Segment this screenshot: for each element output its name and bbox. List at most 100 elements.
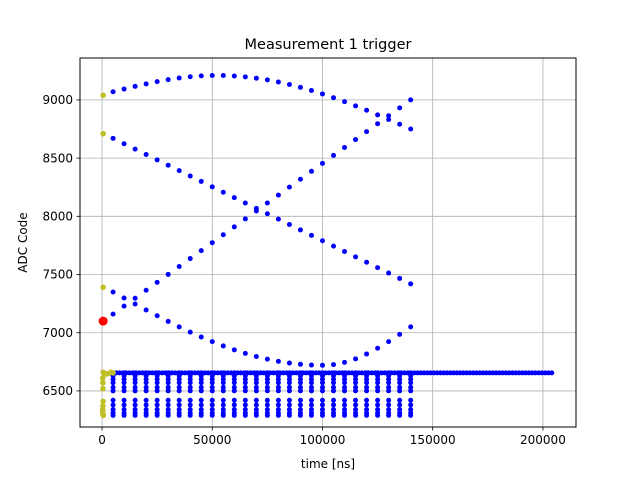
data-point [353,407,359,413]
data-point [297,397,303,403]
data-point [253,205,259,211]
data-point [209,402,215,408]
data-point [176,168,182,174]
data-point [319,402,325,408]
data-point [297,402,303,408]
data-point [253,407,259,413]
y-tick-label: 9000 [42,93,73,107]
x-tick-label: 100000 [300,433,346,447]
data-point [132,384,138,390]
data-point [121,380,127,386]
data-point [209,412,215,418]
data-point [220,384,226,390]
x-axis-label: time [ns] [301,457,355,471]
data-point [110,402,116,408]
data-point [364,259,370,265]
data-point [187,74,193,80]
data-point [209,240,215,246]
data-point [408,388,414,394]
data-point [187,373,193,379]
data-point [121,303,127,309]
data-point [342,99,348,105]
data-point [110,89,116,95]
data-point [99,375,106,381]
data-point [176,384,182,390]
data-point [275,397,281,403]
data-point [110,135,116,141]
data-point [187,412,193,418]
data-point [121,388,127,394]
data-point [297,361,303,367]
data-point [98,316,108,326]
data-point [187,256,193,262]
data-point [397,402,403,408]
data-point [100,284,106,291]
data-point [165,412,171,418]
data-point [319,376,325,382]
data-point [264,211,270,217]
data-point [132,388,138,394]
data-point [242,350,248,356]
data-point [308,380,314,386]
data-point [397,121,403,127]
data-point [132,407,138,413]
data-point [187,384,193,390]
data-point [386,412,392,418]
data-point [198,397,204,403]
data-point [100,92,106,99]
data-point [121,397,127,403]
data-point [397,275,403,281]
data-point [231,373,237,379]
data-point [364,407,370,413]
data-point [176,388,182,394]
data-point [165,384,171,390]
data-point [242,402,248,408]
plot-frame [79,57,577,428]
data-point [165,388,171,394]
data-point [342,376,348,382]
data-point [187,402,193,408]
y-tick-label: 6500 [42,384,73,398]
data-point [375,380,381,386]
data-point [132,412,138,418]
data-point [331,373,337,379]
data-point [143,412,149,418]
data-point [275,192,281,198]
data-point [242,397,248,403]
y-tick-label: 8000 [42,210,73,224]
data-point [408,373,414,379]
data-point [375,407,381,413]
data-point [220,397,226,403]
data-point [154,388,160,394]
data-point [220,402,226,408]
data-point [353,356,359,362]
data-point [242,74,248,80]
data-point [549,370,555,376]
data-point [275,376,281,382]
data-point [132,301,138,307]
data-point [220,388,226,394]
data-point [154,79,160,85]
data-point [121,412,127,418]
data-point [364,388,370,394]
data-point [154,157,160,163]
data-point [253,373,259,379]
data-point [397,376,403,382]
data-point [408,324,414,330]
data-point [408,126,414,132]
data-point [386,407,392,413]
data-point [253,412,259,418]
data-point [308,388,314,394]
data-point [286,402,292,408]
data-point [132,376,138,382]
data-point [308,362,314,368]
data-point [375,376,381,382]
data-point [275,407,281,413]
data-point [132,380,138,386]
data-point [253,402,259,408]
data-point [154,397,160,403]
data-point [165,318,171,324]
data-point [408,380,414,386]
data-point [364,380,370,386]
